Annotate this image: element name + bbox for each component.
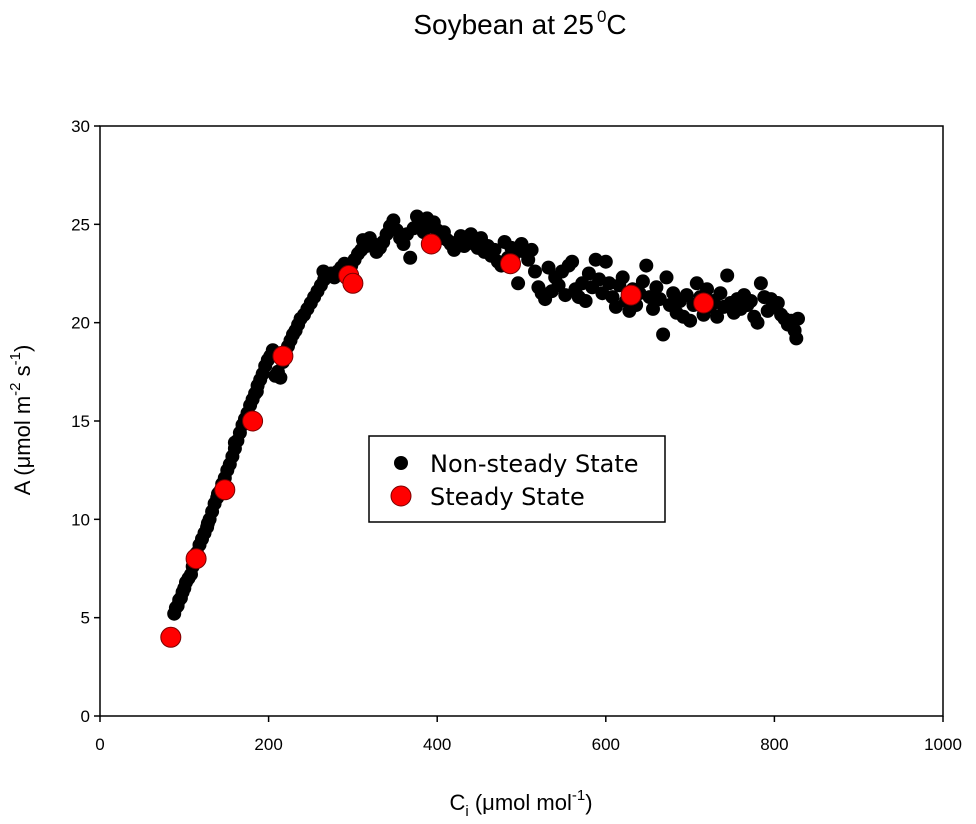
series-steady-state: [160, 233, 715, 648]
non-steady-point: [524, 242, 539, 257]
non-steady-point: [403, 250, 418, 265]
non-steady-point: [656, 327, 671, 342]
non-steady-point: [565, 254, 580, 269]
non-steady-point: [750, 315, 765, 330]
y-tick-label: 15: [71, 412, 90, 431]
non-steady-point: [683, 313, 698, 328]
x-axis: 0 200 400 600 800 1000: [95, 716, 962, 754]
non-steady-point: [227, 435, 242, 450]
steady-point: [500, 253, 521, 275]
steady-point: [214, 479, 236, 501]
non-steady-point: [713, 286, 728, 301]
non-steady-point: [581, 266, 596, 281]
data-points: [160, 209, 805, 648]
x-label-close: ): [585, 790, 592, 815]
non-steady-point: [578, 294, 593, 308]
non-steady-point: [273, 370, 288, 385]
non-steady-point: [551, 278, 566, 293]
chart-title-main: Soybean at 25: [413, 9, 594, 40]
non-steady-point: [791, 311, 805, 326]
non-steady-point: [753, 276, 768, 291]
y-axis-label: A (μmol m-2 s-1): [7, 345, 35, 496]
x-axis-label: Ci (μmol mol-1): [449, 787, 592, 820]
non-steady-point: [200, 516, 215, 531]
non-steady-point: [558, 288, 573, 303]
y-tick-label: 25: [71, 215, 90, 234]
y-label-mid: s: [10, 365, 35, 382]
non-steady-point: [249, 384, 264, 399]
plot-frame: [99, 125, 944, 717]
x-label-superscript: -1: [572, 787, 585, 804]
non-steady-point: [487, 242, 502, 257]
non-steady-point: [635, 274, 650, 289]
y-axis: 0 5 10 15 20 25 30: [71, 117, 100, 726]
non-steady-point: [639, 258, 654, 273]
y-label-sup1: -2: [7, 382, 24, 395]
y-tick-label: 5: [81, 609, 90, 628]
series-non-steady-state: [167, 209, 805, 621]
y-label-sup2: -1: [7, 352, 24, 365]
non-steady-point: [720, 268, 735, 283]
steady-point: [242, 410, 264, 432]
steady-point: [693, 292, 715, 314]
non-steady-point: [652, 292, 667, 307]
chart-title-superscript: 0: [597, 7, 606, 26]
x-label-base: C: [449, 790, 465, 815]
chart-title: Soybean at 25 0C: [413, 7, 626, 40]
chart-title-suffix: C: [606, 9, 626, 40]
legend-box: [368, 435, 666, 523]
non-steady-point: [646, 301, 660, 316]
x-tick-label: 200: [254, 735, 282, 754]
non-steady-point: [511, 276, 526, 291]
steady-point: [420, 233, 442, 255]
steady-point: [620, 284, 642, 306]
y-label-prefix: A (μmol m: [10, 396, 35, 495]
legend: Non-steady State Steady State: [368, 435, 666, 523]
x-tick-label: 600: [592, 735, 620, 754]
x-tick-label: 400: [423, 735, 451, 754]
legend-marker-non-steady: [394, 456, 408, 470]
non-steady-point: [743, 294, 758, 308]
x-tick-label: 800: [760, 735, 788, 754]
legend-label-non-steady: Non-steady State: [430, 450, 639, 478]
y-tick-label: 10: [71, 510, 90, 529]
non-steady-point: [710, 309, 725, 324]
non-steady-point: [649, 280, 664, 295]
legend-marker-steady: [390, 485, 412, 507]
y-tick-label: 30: [71, 117, 90, 136]
non-steady-point: [598, 254, 613, 269]
non-steady-point: [689, 276, 704, 291]
x-label-rest: (μmol mol: [469, 790, 572, 815]
steady-point: [160, 626, 182, 648]
non-steady-point: [608, 299, 623, 314]
y-label-close: ): [10, 345, 35, 352]
steady-point: [185, 548, 207, 570]
chart-title-text: Soybean at 25 0C: [413, 7, 626, 40]
steady-point: [342, 272, 364, 294]
non-steady-point: [615, 270, 630, 285]
non-steady-point: [659, 270, 674, 285]
y-tick-label: 20: [71, 314, 90, 333]
steady-point: [272, 345, 294, 367]
non-steady-point: [541, 260, 556, 275]
x-tick-label: 0: [95, 735, 104, 754]
plot-area: 0 5 10 15 20 25 30 0 200 400 600 800 1000: [71, 117, 962, 754]
non-steady-point: [679, 288, 694, 303]
non-steady-point: [528, 264, 542, 279]
non-steady-point: [789, 331, 804, 346]
x-tick-label: 1000: [924, 735, 962, 754]
legend-label-steady: Steady State: [430, 483, 585, 511]
y-tick-label: 0: [81, 707, 90, 726]
x-label-subscript: i: [465, 803, 468, 820]
non-steady-point: [770, 296, 785, 310]
